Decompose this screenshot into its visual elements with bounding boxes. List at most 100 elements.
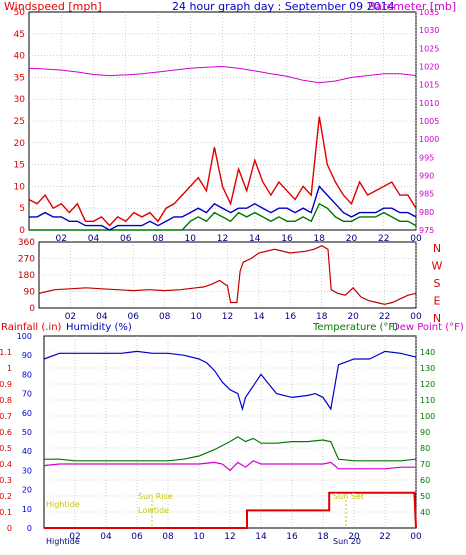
- humidity-ytick-label: 10: [22, 505, 32, 514]
- environment-xtick-label: 12: [224, 532, 235, 542]
- direction-ytick-label: 270: [18, 255, 35, 265]
- environment-xtick-label: 08: [162, 532, 174, 542]
- rainfall-ytick-label: 0.3: [0, 476, 12, 485]
- rainfall-ytick-label: 0.8: [0, 396, 12, 405]
- environment-panel-series: [43, 350, 417, 529]
- humidity-ytick-label: 30: [22, 466, 32, 475]
- barometer-ytick-label: 1015: [419, 81, 439, 90]
- barometer-ytick-label: 1030: [419, 26, 439, 35]
- environment-panel-ticks: 02 04 06 08 10 12 14 16 18 20 22 0000.10.20.30.40.5…: [0, 332, 435, 542]
- wind-series-green: [29, 202, 417, 231]
- environment-xtick-label: 22: [379, 532, 390, 542]
- environment-xtick-label: 10: [193, 532, 205, 542]
- annotation-sun-rise: Sun Rise: [138, 492, 173, 501]
- rainfall-ytick-label: 0.7: [0, 412, 12, 421]
- temperature-ytick-label: 110: [420, 396, 435, 405]
- direction-xtick-label: 10: [190, 312, 202, 322]
- direction-xtick-label: 06: [128, 312, 140, 322]
- annotation-sun-2: Sun 20: [333, 537, 361, 546]
- windspeed-ytick-label: 40: [14, 52, 26, 62]
- environment-xtick-label: 16: [286, 532, 298, 542]
- windspeed-ytick-label: 20: [14, 139, 26, 149]
- temperature-ytick-label: 80: [420, 444, 430, 453]
- direction-ytick-label: 180: [18, 271, 35, 281]
- wind-xtick-label: 10: [185, 234, 197, 244]
- barometer-ytick-label: 1000: [419, 135, 439, 144]
- humidity-ytick-label: 0: [27, 524, 32, 533]
- direction-series: [38, 245, 417, 305]
- direction-ytick-label: 360: [18, 238, 35, 248]
- rainfall-ytick-label: 1.1: [0, 348, 12, 357]
- barometer-ytick-label: 985: [419, 190, 434, 199]
- compass-label: S: [434, 277, 441, 290]
- direction-xtick-label: 00: [410, 312, 422, 322]
- direction-xtick-label: 12: [222, 312, 233, 322]
- compass-label: W: [432, 260, 443, 273]
- environment-series-magenta: [43, 460, 416, 472]
- windspeed-ytick-label: 30: [14, 95, 26, 105]
- wind-panel-series: [28, 65, 417, 231]
- environment-xtick-label: 04: [100, 532, 112, 542]
- humidity-ytick-label: 40: [22, 447, 32, 456]
- wind-xtick-label: 04: [88, 234, 100, 244]
- barometer-ytick-label: 1025: [419, 44, 439, 53]
- windspeed-ytick-label: 35: [14, 73, 25, 83]
- environment-panel-grid: [44, 336, 417, 528]
- environment-series-blue: [43, 350, 417, 412]
- environment-xtick-label: 14: [255, 532, 267, 542]
- environment-xtick-label: 18: [317, 532, 329, 542]
- barometer-ytick-label: 975: [419, 226, 434, 235]
- windspeed-ytick-label: 10: [14, 182, 26, 192]
- direction-ytick-label: 0: [29, 304, 35, 314]
- humidity-ytick-label: 20: [22, 486, 32, 495]
- annotation-hightide-1: Hightide: [46, 500, 80, 509]
- humidity-ytick-label: 100: [17, 332, 32, 341]
- wind-xtick-label: 20: [346, 234, 358, 244]
- environment-series-green: [44, 436, 417, 462]
- direction-xtick-label: 18: [316, 312, 328, 322]
- wind-series-red: [28, 116, 417, 227]
- direction-panel-series: [38, 245, 417, 305]
- direction-panel-grid: [39, 242, 417, 308]
- temperature-ytick-label: 140: [420, 348, 435, 357]
- humidity-ytick-label: 90: [22, 351, 32, 360]
- rainfall-ytick-label: 0.1: [0, 508, 12, 517]
- direction-xtick-label: 16: [285, 312, 297, 322]
- compass-label: N: [433, 242, 441, 255]
- annotation-lowtide: Lowtide: [138, 506, 169, 515]
- environment-series-red: [44, 491, 417, 529]
- wind-xtick-label: 08: [152, 234, 164, 244]
- wind-series-blue: [29, 185, 417, 231]
- temperature-ytick-label: 50: [420, 492, 430, 501]
- rainfall-ytick-label: 0.9: [0, 380, 12, 389]
- direction-ytick-label: 90: [24, 288, 36, 298]
- barometer-ytick-label: 1005: [419, 117, 439, 126]
- humidity-ytick-label: 60: [22, 409, 32, 418]
- humidity-ytick-label: 70: [22, 390, 32, 399]
- environment-xtick-label: 02: [69, 532, 80, 542]
- temperature-ytick-label: 70: [420, 460, 430, 469]
- direction-xtick-label: 20: [347, 312, 359, 322]
- wind-series-magenta: [28, 65, 417, 84]
- windspeed-ytick-label: 45: [14, 30, 25, 40]
- wind-xtick-label: 16: [281, 234, 293, 244]
- rainfall-ytick-label: 0.4: [0, 460, 12, 469]
- wind-xtick-label: 18: [314, 234, 326, 244]
- direction-xtick-label: 22: [379, 312, 390, 322]
- temperature-ytick-label: 120: [420, 380, 435, 389]
- wind-xtick-label: 14: [249, 234, 261, 244]
- annotation-sun-set: Sun Set: [333, 492, 364, 501]
- rainfall-ytick-label: 1: [7, 364, 12, 373]
- barometer-ytick-label: 1035: [419, 8, 439, 17]
- direction-xtick-label: 08: [159, 312, 171, 322]
- direction-xtick-label: 02: [65, 312, 76, 322]
- temperature-axis-label: Temperature (°F): [312, 322, 398, 333]
- annotation-hightide-2: Hightide: [46, 537, 80, 546]
- temperature-ytick-label: 60: [420, 476, 430, 485]
- wind-panel-ticks: 02 04 06 08 10 12 14 16 18 20 22 000510152025303540…: [14, 8, 440, 244]
- environment-xtick-label: 00: [410, 532, 422, 542]
- barometer-ytick-label: 990: [419, 172, 434, 181]
